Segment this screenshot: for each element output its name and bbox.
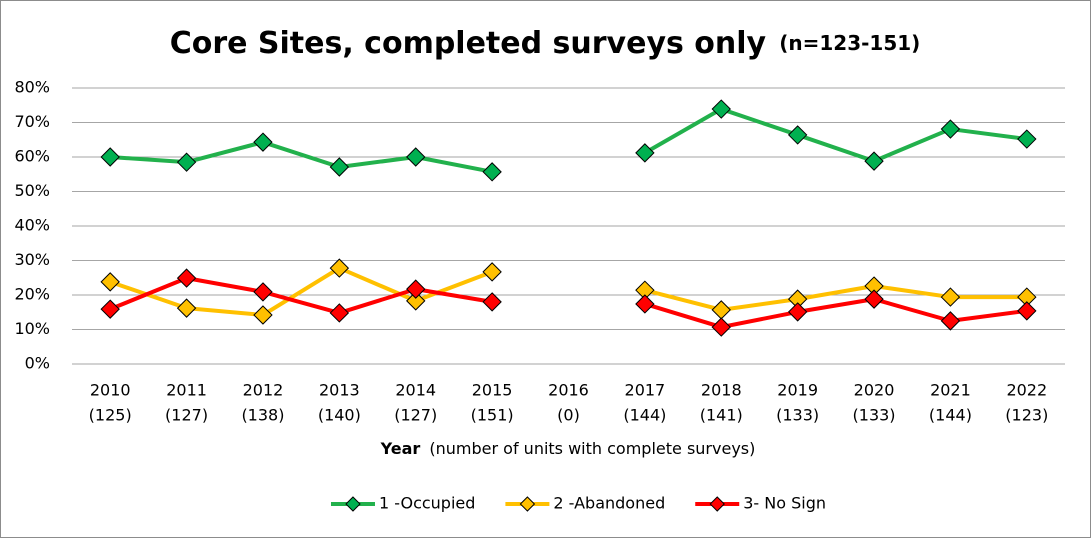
data-point <box>940 311 961 331</box>
x-tick-label: 2015 <box>472 381 513 400</box>
data-point <box>711 99 731 119</box>
title-sub: (n=123-151) <box>779 31 920 55</box>
data-point <box>100 272 120 292</box>
data-point <box>635 294 655 314</box>
x-tick-sublabel: (138) <box>241 406 284 425</box>
x-tick-label: 2013 <box>319 381 360 400</box>
data-point <box>711 317 731 337</box>
data-point <box>635 143 655 163</box>
data-point <box>176 152 197 172</box>
y-tick-label: 50% <box>14 181 50 200</box>
x-tick-label: 2019 <box>777 381 818 400</box>
x-tick-label: 2020 <box>854 381 895 400</box>
x-axis-label: Year <box>380 439 421 458</box>
data-point <box>940 287 961 307</box>
series-line <box>110 107 1028 174</box>
x-tick-label: 2010 <box>90 381 131 400</box>
x-tick-sublabel: (127) <box>394 406 437 425</box>
data-point <box>787 125 808 145</box>
data-point <box>253 282 273 302</box>
data-point <box>329 258 350 278</box>
legend-swatch-marker <box>519 496 536 512</box>
x-tick-label: 2022 <box>1006 381 1047 400</box>
data-point <box>482 262 502 282</box>
x-tick-sublabel: (125) <box>89 406 132 425</box>
x-tick-label: 2017 <box>625 381 666 400</box>
x-tick-sublabel: (133) <box>776 406 819 425</box>
data-point <box>253 305 273 325</box>
legend-item: 3- No Sign <box>695 494 826 513</box>
x-tick-label: 2014 <box>395 381 436 400</box>
chart-title: Core Sites, completed surveys only (n=12… <box>170 26 921 61</box>
y-tick-label: 10% <box>14 319 50 338</box>
data-point <box>1017 129 1037 149</box>
data-point <box>787 302 808 322</box>
y-tick-label: 30% <box>14 250 50 269</box>
x-tick-label: 2016 <box>548 381 589 400</box>
x-tick-sublabel: (0) <box>557 406 580 425</box>
x-tick-sublabel: (144) <box>623 406 666 425</box>
x-tick-sublabel: (133) <box>853 406 896 425</box>
series-line <box>109 266 1027 318</box>
title-main: Core Sites, completed surveys only <box>170 26 767 61</box>
y-tick-label: 20% <box>14 285 50 304</box>
data-point <box>940 119 961 139</box>
data-point <box>329 303 350 323</box>
x-tick-sublabel: (151) <box>471 406 514 425</box>
data-point <box>176 298 197 318</box>
data-point <box>406 291 426 311</box>
data-point <box>406 147 426 167</box>
data-point <box>100 299 120 319</box>
data-point <box>329 157 350 177</box>
x-tick-label: 2012 <box>243 381 284 400</box>
data-point <box>100 147 120 167</box>
y-tick-label: 80% <box>14 78 50 97</box>
data-point <box>176 268 197 288</box>
y-tick-label: 0% <box>25 354 50 373</box>
data-point <box>1017 301 1037 321</box>
legend-item: 2 -Abandoned <box>505 494 665 513</box>
data-point <box>482 292 502 312</box>
y-tick-label: 70% <box>14 112 50 131</box>
data-point <box>253 132 273 152</box>
legend-swatch-marker <box>709 496 725 512</box>
data-point <box>406 279 426 299</box>
x-axis-title: Year (number of units with complete surv… <box>380 439 756 458</box>
legend-label: 2 -Abandoned <box>553 494 665 513</box>
y-tick-label: 40% <box>14 216 50 235</box>
series-line <box>109 276 1028 330</box>
x-tick-sublabel: (140) <box>318 406 361 425</box>
legend-label: 3- No Sign <box>743 494 826 513</box>
x-tick-sublabel: (144) <box>929 406 972 425</box>
x-axis-note: (number of units with complete surveys) <box>429 439 755 458</box>
x-tick-label: 2021 <box>930 381 971 400</box>
legend-item: 1 -Occupied <box>330 494 475 513</box>
data-point <box>864 151 884 171</box>
data-point <box>864 289 884 309</box>
x-tick-label: 2011 <box>166 381 207 400</box>
x-tick-sublabel: (127) <box>165 406 208 425</box>
legend-swatch-marker <box>345 496 361 512</box>
x-tick-label: 2018 <box>701 381 742 400</box>
data-point <box>482 162 502 182</box>
x-tick-sublabel: (123) <box>1005 406 1048 425</box>
x-tick-sublabel: (141) <box>700 406 743 425</box>
legend-label: 1 -Occupied <box>379 494 475 513</box>
y-tick-label: 60% <box>14 147 50 166</box>
